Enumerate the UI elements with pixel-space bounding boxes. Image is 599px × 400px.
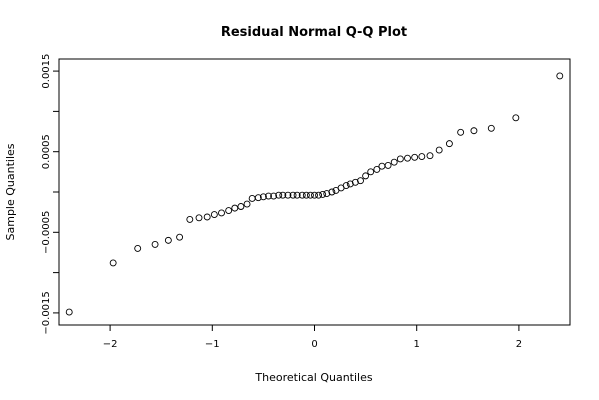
qq-point bbox=[248, 194, 256, 202]
qq-point bbox=[195, 214, 203, 222]
qq-point bbox=[284, 191, 292, 199]
qq-point bbox=[396, 155, 404, 163]
qq-point bbox=[289, 191, 297, 199]
qq-point bbox=[404, 154, 411, 162]
qq-point bbox=[265, 192, 272, 200]
qq-point bbox=[186, 215, 194, 223]
qq-point bbox=[164, 236, 172, 244]
qq-point bbox=[254, 194, 262, 202]
qq-point bbox=[457, 128, 465, 136]
qq-point bbox=[302, 191, 310, 199]
qq-point bbox=[411, 153, 419, 161]
qq-point bbox=[435, 146, 443, 154]
qq-point bbox=[210, 211, 218, 219]
data-points bbox=[65, 72, 564, 316]
qq-point bbox=[445, 140, 453, 148]
x-tick-label: 2 bbox=[516, 339, 522, 350]
qq-point bbox=[218, 209, 225, 217]
qq-point bbox=[323, 190, 331, 198]
qq-point bbox=[270, 192, 278, 200]
qq-point bbox=[362, 172, 370, 180]
qq-point bbox=[176, 233, 184, 241]
qq-point bbox=[298, 191, 306, 199]
chart-title: Residual Normal Q-Q Plot bbox=[221, 25, 407, 40]
x-tick-label: 0 bbox=[311, 339, 317, 350]
qq-point bbox=[151, 240, 159, 248]
qq-point bbox=[259, 193, 267, 201]
qq-point bbox=[243, 200, 251, 208]
qq-point bbox=[418, 153, 426, 160]
qq-point bbox=[373, 165, 381, 173]
x-tick-label: −2 bbox=[103, 339, 118, 350]
qq-point bbox=[556, 72, 564, 80]
qq-point bbox=[319, 190, 327, 198]
qq-point bbox=[109, 259, 117, 267]
qq-point bbox=[293, 191, 301, 199]
qq-point bbox=[231, 204, 239, 212]
qq-point bbox=[315, 191, 323, 199]
qq-point bbox=[328, 188, 336, 196]
qq-point bbox=[306, 191, 314, 199]
y-axis: −0.0015 −0.0005 0.0005 0.0015 bbox=[41, 54, 60, 335]
qq-point bbox=[470, 127, 478, 135]
qq-point bbox=[275, 191, 283, 199]
y-tick-label: 0.0005 bbox=[41, 134, 52, 169]
y-tick-label: −0.0005 bbox=[41, 211, 52, 254]
qq-point bbox=[134, 244, 142, 252]
x-tick-label: 1 bbox=[414, 339, 420, 350]
qq-point bbox=[384, 161, 392, 169]
qq-point bbox=[65, 308, 73, 316]
x-axis: −2 −1 0 1 2 bbox=[103, 324, 522, 350]
qq-point bbox=[390, 158, 398, 166]
qq-point bbox=[279, 191, 287, 199]
qq-point bbox=[346, 180, 354, 188]
qq-point bbox=[487, 124, 495, 132]
qq-point bbox=[357, 177, 364, 185]
qq-point bbox=[342, 182, 350, 190]
qq-point bbox=[311, 191, 318, 199]
x-axis-label: Theoretical Quantiles bbox=[254, 371, 372, 384]
qq-point bbox=[367, 168, 375, 176]
qq-point bbox=[378, 162, 386, 170]
qq-point bbox=[203, 213, 211, 221]
y-tick-label: 0.0015 bbox=[41, 54, 52, 89]
qq-point bbox=[351, 178, 359, 186]
y-tick-label: −0.0015 bbox=[41, 291, 52, 334]
qq-point bbox=[225, 207, 233, 214]
qq-point bbox=[426, 152, 434, 160]
x-tick-label: −1 bbox=[205, 339, 220, 350]
qq-point bbox=[237, 203, 245, 210]
qq-point bbox=[512, 114, 520, 122]
y-axis-label: Sample Quantiles bbox=[4, 143, 17, 240]
